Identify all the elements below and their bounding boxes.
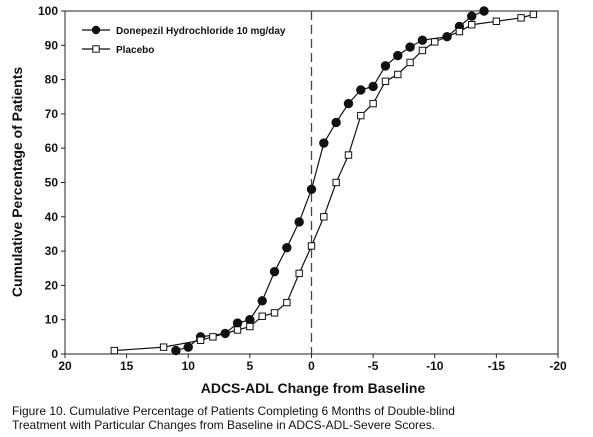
y-tick-label: 50 [45, 176, 59, 190]
data-point-placebo [196, 336, 205, 344]
data-point-placebo [283, 298, 291, 307]
data-point-donepezil [245, 315, 255, 325]
data-point-donepezil [356, 85, 366, 95]
y-tick-label: 40 [45, 210, 59, 224]
data-point-placebo [320, 213, 328, 221]
data-point-placebo [455, 27, 464, 36]
data-point-placebo [381, 77, 390, 86]
x-tick-label: 20 [58, 359, 72, 373]
data-point-placebo [270, 309, 279, 317]
x-tick-label: -20 [549, 359, 567, 373]
data-point-placebo [159, 343, 168, 351]
data-point-donepezil [479, 6, 489, 16]
data-point-donepezil [269, 266, 280, 277]
y-tick-label: 0 [51, 347, 58, 361]
caption-line-1: Figure 10. Cumulative Percentage of Pati… [12, 404, 455, 418]
data-point-donepezil [282, 242, 292, 253]
x-tick-label: 10 [182, 359, 196, 373]
x-axis-title: ADCS-ADL Change from Baseline [201, 380, 426, 396]
caption-line-2: Treatment with Particular Changes from B… [12, 418, 436, 432]
legend: Donepezil Hydrochloride 10 mg/day Placebo [82, 25, 286, 56]
data-point-placebo [246, 322, 254, 331]
data-point-donepezil [467, 11, 477, 21]
series-line-placebo [114, 13, 534, 352]
data-point-placebo [110, 346, 118, 355]
x-tick-label: -10 [426, 359, 444, 373]
data-point-placebo [258, 312, 266, 320]
data-point-placebo [233, 326, 242, 334]
data-point-donepezil [343, 98, 354, 109]
y-tick-label: 100 [38, 4, 58, 18]
data-point-donepezil [405, 42, 415, 52]
x-tick-label: 15 [120, 359, 134, 373]
data-point-placebo [344, 151, 353, 159]
y-axis-title: Cumulative Percentage of Patients [9, 67, 25, 298]
data-point-donepezil [183, 342, 193, 352]
data-point-donepezil [232, 318, 243, 328]
series-layer [110, 6, 538, 356]
data-point-placebo [492, 17, 501, 25]
legend-marker-donepezil [91, 25, 101, 35]
legend-label-donepezil: Donepezil Hydrochloride 10 mg/day [116, 26, 286, 37]
data-point-placebo [357, 111, 365, 120]
data-point-placebo [418, 46, 427, 55]
y-tick-label: 80 [45, 73, 59, 87]
data-point-placebo [406, 58, 414, 67]
data-point-donepezil [393, 50, 403, 61]
data-point-donepezil [319, 138, 329, 148]
data-point-donepezil [331, 117, 341, 128]
y-tick-label: 30 [45, 244, 59, 258]
y-tick-label: 90 [45, 38, 59, 52]
data-point-placebo [209, 333, 217, 341]
x-tick-label: 0 [308, 359, 315, 373]
cumulative-percentage-chart: 20 15 10 5 0 -5 -10 -15 -20 01020304050607080901… [9, 4, 567, 396]
legend-marker-placebo [92, 45, 100, 53]
data-point-placebo [307, 242, 316, 250]
plot-area [64, 10, 559, 355]
series-line-donepezil [175, 10, 485, 352]
y-tick-label: 10 [45, 313, 59, 327]
data-point-placebo [332, 178, 340, 187]
x-tick-label: -15 [488, 359, 506, 373]
data-point-donepezil [380, 61, 391, 71]
series-placebo [110, 10, 538, 355]
x-axis: 20 15 10 5 0 -5 -10 -15 -20 [58, 354, 567, 373]
data-point-placebo [468, 21, 476, 29]
data-point-placebo [529, 10, 538, 19]
y-axis: 0 10 20 30 40 50 60 70 80 90 100 [38, 4, 65, 361]
data-point-donepezil [306, 184, 317, 195]
legend-label-placebo: Placebo [116, 45, 154, 56]
y-tick-label: 70 [45, 107, 59, 121]
data-point-donepezil [171, 345, 181, 356]
y-tick-label: 20 [45, 278, 59, 292]
figure-caption: Figure 10. Cumulative Percentage of Pati… [12, 404, 587, 432]
data-point-donepezil [417, 35, 428, 45]
series-donepezil [171, 6, 489, 356]
y-tick-label: 60 [45, 141, 59, 155]
data-point-placebo [394, 70, 402, 79]
data-point-donepezil [368, 81, 378, 92]
data-point-donepezil [294, 217, 304, 227]
data-point-placebo [369, 99, 377, 108]
data-point-placebo [517, 14, 525, 22]
data-point-donepezil [257, 296, 267, 306]
x-tick-label: -5 [368, 359, 379, 373]
x-tick-label: 5 [247, 359, 254, 373]
data-point-placebo [295, 269, 303, 278]
data-point-placebo [431, 38, 439, 46]
